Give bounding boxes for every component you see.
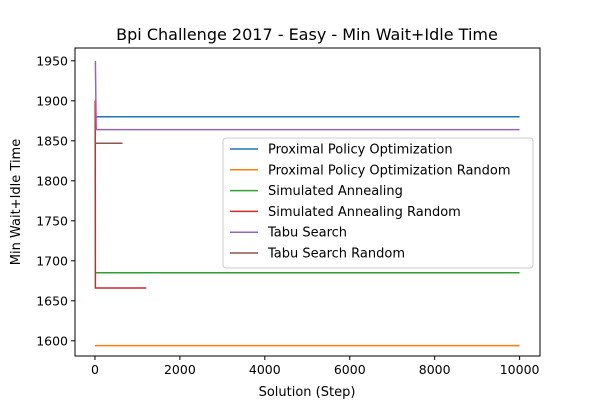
- y-axis-label: Min Wait+Idle Time: [9, 139, 24, 265]
- y-tick-label: 1650: [36, 293, 68, 308]
- legend-box: [222, 137, 534, 269]
- x-tick-label: 8000: [419, 362, 451, 377]
- x-tick-label: 2000: [164, 362, 196, 377]
- series-line-3: [94, 100, 147, 289]
- legend-label-1: Proximal Policy Optimization Random: [268, 163, 511, 178]
- x-axis-ticks: 0 2000 4000 6000 8000 10000: [91, 356, 540, 377]
- legend-label-4: Tabu Search: [267, 226, 347, 241]
- y-tick-label: 1900: [36, 93, 68, 108]
- y-tick-label: 1750: [36, 213, 68, 228]
- x-tick-label: 4000: [249, 362, 281, 377]
- x-tick-label: 0: [91, 362, 99, 377]
- legend-label-5: Tabu Search Random: [267, 247, 405, 262]
- plot-frame: [74, 47, 541, 357]
- y-tick-label: 1800: [36, 173, 68, 188]
- chart-title: Bpi Challenge 2017 - Easy - Min Wait+Idl…: [116, 25, 498, 44]
- series-line-4: [94, 60, 520, 131]
- y-tick-label: 1950: [36, 53, 68, 68]
- x-tick-label: 10000: [500, 362, 540, 377]
- y-axis-ticks: 1600 1650 1700 1750 1800 1850 1900 1950: [36, 53, 75, 348]
- x-tick-label: 6000: [334, 362, 366, 377]
- chart-legend: Proximal Policy Optimization Proximal Pol…: [222, 137, 534, 269]
- y-tick-label: 1700: [36, 253, 68, 268]
- legend-label-0: Proximal Policy Optimization: [268, 143, 453, 158]
- legend-label-3: Simulated Annealing Random: [268, 205, 461, 220]
- y-tick-label: 1600: [36, 333, 68, 348]
- plot-lines: [94, 60, 520, 347]
- legend-label-2: Simulated Annealing: [268, 184, 403, 199]
- x-axis-label: Solution (Step): [259, 385, 356, 400]
- y-tick-label: 1850: [36, 133, 68, 148]
